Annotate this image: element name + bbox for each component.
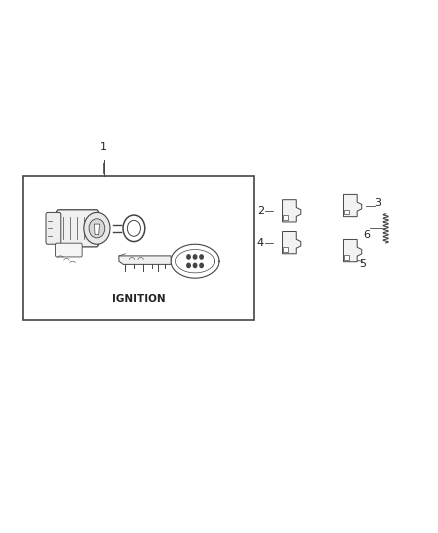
Circle shape: [187, 255, 190, 259]
Text: IGNITION: IGNITION: [112, 294, 165, 304]
FancyBboxPatch shape: [56, 243, 82, 257]
Text: 2: 2: [257, 206, 264, 216]
Circle shape: [193, 263, 197, 268]
Text: 4: 4: [257, 238, 264, 248]
Text: 5: 5: [359, 259, 366, 269]
Text: 6: 6: [364, 230, 371, 240]
Polygon shape: [94, 224, 99, 235]
FancyBboxPatch shape: [57, 210, 99, 247]
FancyBboxPatch shape: [46, 213, 61, 244]
Circle shape: [187, 263, 190, 268]
Bar: [23, 176, 254, 319]
Circle shape: [123, 215, 145, 241]
Circle shape: [127, 220, 141, 236]
Bar: [344, 255, 349, 260]
Polygon shape: [283, 231, 301, 254]
Circle shape: [89, 219, 105, 238]
Bar: [283, 215, 288, 220]
Polygon shape: [283, 200, 301, 222]
Circle shape: [193, 255, 197, 259]
Circle shape: [84, 213, 110, 244]
Polygon shape: [343, 195, 362, 216]
Text: 3: 3: [374, 198, 381, 208]
Bar: [283, 247, 288, 252]
Circle shape: [200, 263, 203, 268]
Text: 1: 1: [100, 142, 107, 152]
Bar: [344, 209, 349, 214]
Polygon shape: [343, 239, 362, 262]
Circle shape: [200, 255, 203, 259]
Polygon shape: [119, 256, 171, 264]
